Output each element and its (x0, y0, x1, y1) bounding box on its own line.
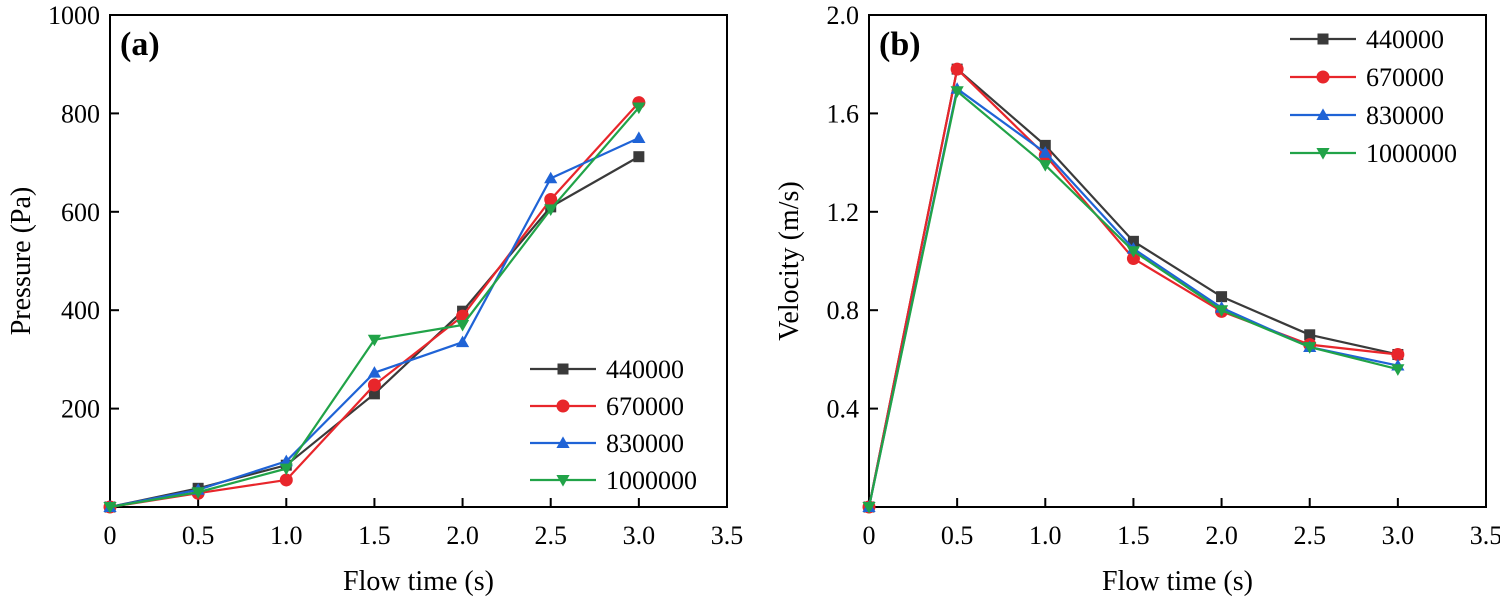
x-tick-label: 2.5 (534, 521, 567, 550)
data-point (1126, 252, 1140, 266)
x-tick-label: 1.0 (270, 521, 303, 550)
data-point (950, 62, 964, 76)
legend-marker (1316, 148, 1330, 160)
x-tick-label: 2.5 (1293, 521, 1326, 550)
data-point (544, 204, 558, 216)
data-point (1391, 347, 1405, 361)
data-point (633, 151, 645, 163)
x-tick-label: 3.5 (1470, 521, 1500, 550)
legend-marker (556, 475, 570, 487)
y-axis-label: Velocity (m/s) (774, 181, 805, 340)
y-tick-label: 200 (61, 395, 100, 424)
data-point (1038, 160, 1052, 172)
x-tick-label: 2.0 (446, 521, 479, 550)
series-line-440000 (109, 155, 640, 509)
legend-marker (1316, 108, 1330, 120)
y-tick-label: 400 (61, 296, 100, 325)
data-point (544, 193, 558, 206)
data-point (632, 131, 646, 143)
x-tick-label: 1.5 (358, 521, 391, 550)
data-point (103, 502, 117, 514)
panel-label: (a) (120, 26, 160, 63)
data-point (279, 473, 293, 487)
legend-label: 440000 (1366, 25, 1444, 54)
legend-label: 830000 (606, 429, 684, 458)
x-tick-label: 1.0 (1029, 521, 1062, 550)
data-point (632, 102, 646, 115)
legend-label: 670000 (606, 392, 684, 421)
series-line-830000 (109, 136, 640, 509)
pressure-chart: 0 0.5 1.0 1.5 2.0 2.5 3.0 3.5 200 400 600 800 1000 Fl… (6, 1, 743, 597)
x-tick-label: 2.0 (1205, 521, 1238, 550)
data-point (1127, 235, 1139, 247)
plot-frame (109, 14, 728, 508)
x-tick-label: 3.0 (623, 521, 656, 550)
data-point (279, 463, 293, 476)
x-tick-label: 0.5 (182, 521, 215, 550)
legend-label: 440000 (606, 355, 684, 384)
data-point (1216, 291, 1228, 303)
legend-label: 830000 (1366, 101, 1444, 130)
x-tick-label: 0 (863, 521, 876, 550)
y-tick-label: 800 (61, 99, 100, 128)
legend-marker (557, 363, 569, 375)
y-tick-label: 600 (61, 198, 100, 227)
data-point (1038, 146, 1052, 158)
panel-label: (b) (879, 26, 921, 63)
x-tick-label: 0.5 (941, 521, 974, 550)
legend-label: 670000 (1366, 63, 1444, 92)
data-point (1303, 342, 1317, 354)
plot-frame (868, 14, 1487, 508)
data-point (1126, 246, 1141, 258)
data-point (368, 388, 380, 400)
y-tick-label: 1.2 (827, 198, 860, 227)
x-axis-label: Flow time (s) (1102, 566, 1253, 597)
data-point (455, 320, 470, 332)
data-point (950, 86, 964, 98)
y-axis-label: Pressure (Pa) (6, 187, 37, 336)
y-tick-label: 2.0 (827, 1, 860, 30)
data-point (1304, 329, 1316, 341)
data-point (1214, 305, 1229, 317)
data-point (367, 378, 381, 392)
data-point (544, 171, 558, 184)
legend-label: 1000000 (1366, 139, 1457, 168)
y-tick-label: 0.4 (827, 395, 860, 424)
legend-marker (556, 399, 570, 413)
data-point (1391, 364, 1405, 376)
y-tick-label: 1000 (48, 1, 100, 30)
x-tick-label: 0 (104, 521, 117, 550)
y-tick-label: 0.8 (827, 296, 860, 325)
legend-marker (1316, 70, 1330, 84)
legend-marker (1317, 33, 1329, 45)
data-point (191, 487, 205, 499)
data-point (367, 334, 382, 347)
legend: 440000 670000 830000 1000000 (1290, 25, 1457, 168)
data-point (862, 502, 876, 514)
legend-marker (556, 436, 570, 448)
y-tick-label: 1.6 (827, 99, 860, 128)
x-tick-label: 3.5 (711, 521, 744, 550)
x-axis-label: Flow time (s) (343, 566, 494, 597)
data-point (455, 335, 470, 348)
data-point (367, 366, 382, 378)
legend: 440000 670000 830000 1000000 (530, 355, 697, 495)
velocity-chart: 0 0.5 1.0 1.5 2.0 2.5 3.0 3.5 0.4 0.8 1.2 1.6 2.0 Flo… (774, 1, 1500, 597)
data-point (1039, 139, 1051, 151)
legend-label: 1000000 (606, 466, 697, 495)
x-tick-label: 1.5 (1117, 521, 1150, 550)
x-tick-label: 3.0 (1382, 521, 1415, 550)
